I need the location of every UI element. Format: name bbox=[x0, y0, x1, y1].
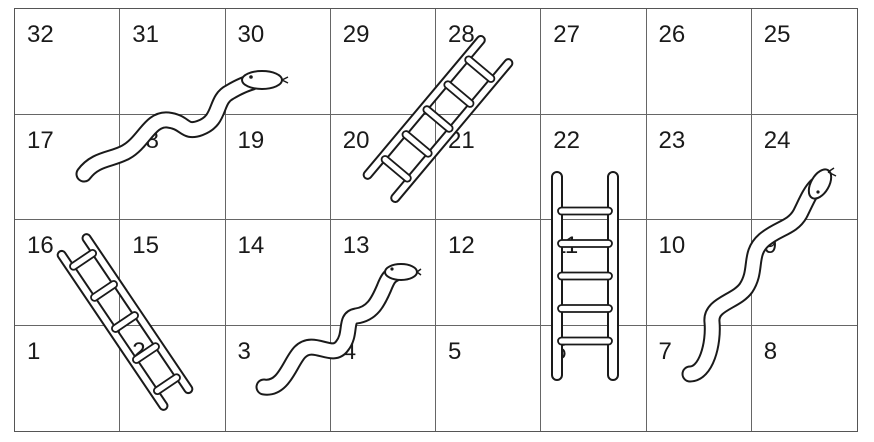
square-number: 8 bbox=[763, 337, 778, 365]
board-square-2[interactable]: 2 bbox=[120, 325, 226, 431]
board-square-20[interactable]: 20 bbox=[330, 114, 436, 220]
square-number: 25 bbox=[763, 21, 791, 48]
square-number: 11 bbox=[553, 232, 579, 259]
board-square-14[interactable]: 14 bbox=[225, 220, 331, 326]
square-number: 5 bbox=[448, 337, 462, 365]
square-number: 18 bbox=[132, 126, 159, 154]
board-square-8[interactable]: 8 bbox=[752, 326, 857, 432]
square-number: 1 bbox=[27, 337, 41, 365]
square-number: 2 bbox=[132, 337, 146, 365]
square-number: 24 bbox=[763, 126, 791, 154]
board-square-26[interactable]: 26 bbox=[646, 9, 752, 115]
board-square-12[interactable]: 12 bbox=[436, 220, 542, 326]
board-square-7[interactable]: 7 bbox=[647, 325, 752, 431]
square-number: 22 bbox=[553, 126, 580, 154]
board-square-15[interactable]: 15 bbox=[120, 220, 226, 326]
board-square-16[interactable]: 16 bbox=[15, 220, 121, 326]
square-number: 32 bbox=[27, 21, 54, 48]
board-square-13[interactable]: 13 bbox=[330, 220, 436, 326]
board-square-22[interactable]: 22 bbox=[541, 114, 647, 220]
board-square-31[interactable]: 31 bbox=[120, 9, 226, 115]
game-board: 32 31 30 29 28 27 26 25 17 18 19 20 21 22 23 24 16 15 14 13… bbox=[14, 8, 858, 432]
square-number: 17 bbox=[27, 126, 54, 154]
square-number: 12 bbox=[448, 232, 475, 259]
square-number: 4 bbox=[342, 337, 357, 365]
board-square-3[interactable]: 3 bbox=[226, 325, 331, 431]
square-number: 20 bbox=[342, 126, 370, 154]
board-square-11[interactable]: 11 bbox=[541, 220, 647, 326]
board-square-1[interactable]: 1 bbox=[15, 325, 121, 431]
square-number: 15 bbox=[132, 232, 159, 259]
square-number: 28 bbox=[448, 21, 475, 48]
board-square-19[interactable]: 19 bbox=[225, 114, 331, 220]
square-number: 13 bbox=[342, 232, 370, 259]
board-square-18[interactable]: 18 bbox=[120, 114, 226, 220]
square-number: 30 bbox=[237, 21, 265, 48]
board-square-10[interactable]: 10 bbox=[646, 220, 752, 326]
board-square-28[interactable]: 28 bbox=[436, 9, 542, 115]
square-number: 23 bbox=[658, 126, 686, 154]
board-square-4[interactable]: 4 bbox=[331, 325, 436, 431]
board-square-27[interactable]: 27 bbox=[541, 9, 647, 115]
square-number: 21 bbox=[448, 126, 475, 154]
board-square-24[interactable]: 24 bbox=[751, 115, 857, 220]
board-square-5[interactable]: 5 bbox=[436, 325, 542, 431]
square-number: 10 bbox=[658, 232, 686, 259]
board-square-9[interactable]: 9 bbox=[751, 220, 857, 326]
square-number: 3 bbox=[237, 337, 251, 365]
square-number: 19 bbox=[237, 126, 265, 154]
board-square-23[interactable]: 23 bbox=[646, 114, 752, 220]
board-square-30[interactable]: 30 bbox=[225, 9, 331, 115]
square-number: 29 bbox=[342, 21, 370, 48]
board-square-17[interactable]: 17 bbox=[15, 114, 121, 220]
square-number: 14 bbox=[237, 232, 265, 259]
board-square-6[interactable]: 6 bbox=[541, 325, 647, 431]
square-number: 31 bbox=[132, 21, 159, 48]
board-square-21[interactable]: 21 bbox=[436, 114, 542, 220]
board-square-25[interactable]: 25 bbox=[751, 9, 857, 115]
square-number: 7 bbox=[658, 337, 672, 365]
square-number: 6 bbox=[553, 337, 567, 365]
square-number: 27 bbox=[553, 21, 580, 48]
board-square-29[interactable]: 29 bbox=[330, 9, 436, 115]
square-number: 9 bbox=[763, 232, 778, 259]
board-square-32[interactable]: 32 bbox=[15, 9, 121, 115]
square-number: 26 bbox=[658, 21, 686, 48]
square-number: 16 bbox=[27, 232, 54, 259]
